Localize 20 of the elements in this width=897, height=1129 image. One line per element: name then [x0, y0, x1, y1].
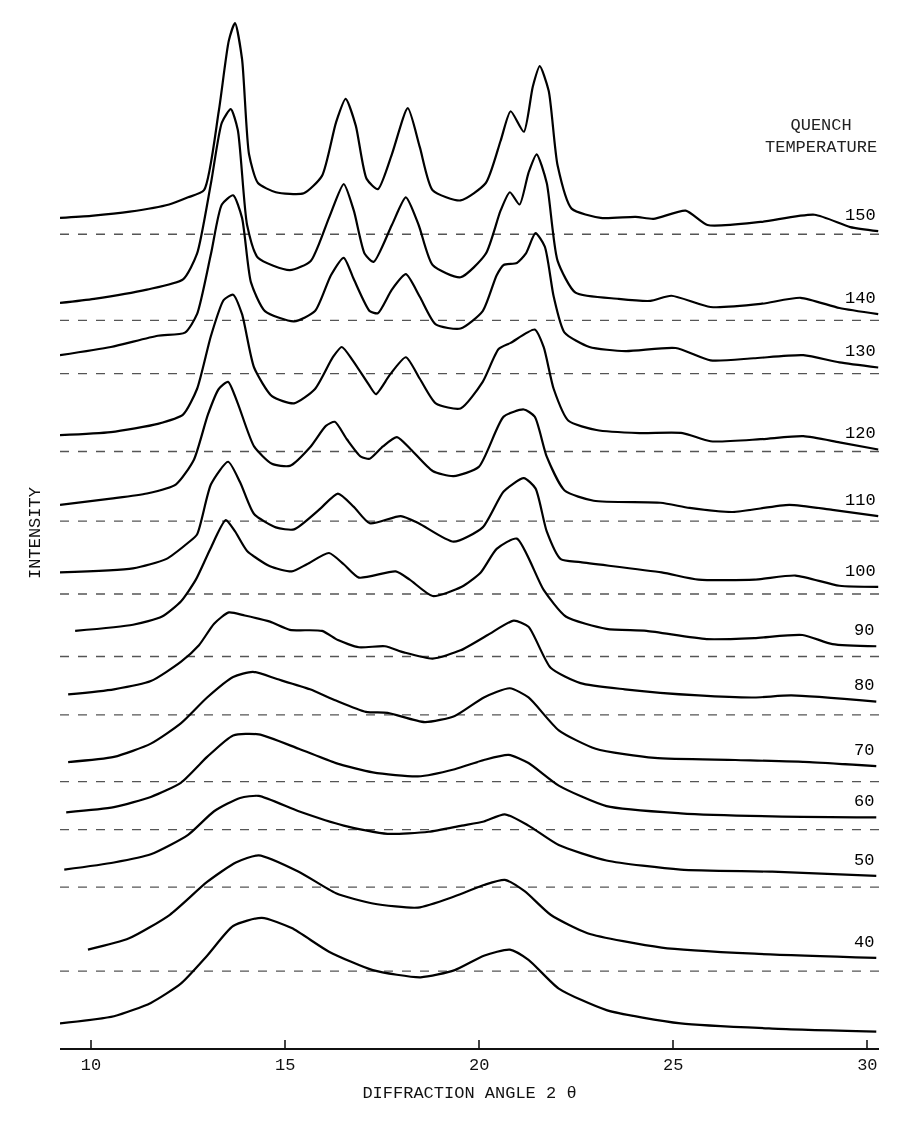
series-label: 140: [845, 289, 876, 308]
legend-title: QUENCH TEMPERATURE: [765, 116, 878, 158]
series-label: 110: [845, 491, 876, 510]
y-axis-title: INTENSITY: [25, 487, 45, 579]
series-label: 150: [845, 206, 876, 225]
series-label: 130: [845, 342, 876, 361]
series-label: 120: [845, 424, 876, 443]
series-label: 60: [854, 792, 875, 811]
x-tick-label: 10: [80, 1056, 102, 1076]
series-label: 70: [854, 741, 875, 760]
series-label: 90: [854, 621, 875, 640]
series-label: 50: [854, 851, 875, 870]
series-label: 80: [854, 676, 875, 695]
x-tick-label: 25: [663, 1056, 684, 1076]
series-label: 100: [845, 562, 876, 581]
x-tick-label: 15: [274, 1056, 296, 1076]
x-tick-label: 30: [857, 1056, 878, 1076]
series-label: 40: [854, 933, 875, 952]
x-axis-title: DIFFRACTION ANGLE 2 θ: [362, 1084, 577, 1104]
x-tick-label: 20: [469, 1056, 490, 1076]
